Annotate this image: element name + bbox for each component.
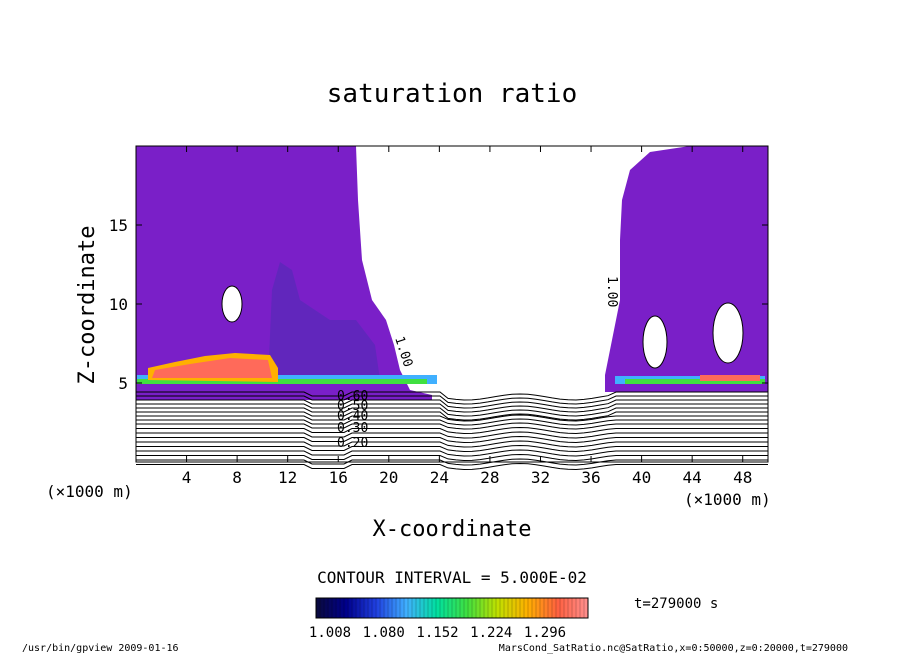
contour-line	[136, 391, 768, 401]
colorbar-tick-label: 1.008	[309, 625, 351, 641]
colorbar-tick-label: 1.296	[524, 625, 566, 641]
footer-left: /usr/bin/gpview 2009-01-16	[22, 643, 179, 654]
colorbar	[315, 597, 589, 619]
contour-line	[136, 440, 768, 448]
x-ticks: 4 8 12 16 20 24 28 32 36 40 44 48	[182, 146, 752, 487]
contour-label: 0.50	[337, 399, 368, 414]
colorbar-tick-label: 1.080	[363, 625, 405, 641]
z-unit-label: (×1000 m)	[46, 482, 133, 501]
contour-line	[136, 414, 768, 422]
x-tick-label: 32	[531, 468, 550, 487]
x-tick-label: 24	[430, 468, 449, 487]
x-tick-label: 44	[683, 468, 702, 487]
x-axis-label: X-coordinate	[373, 517, 532, 542]
colorbar-tick-label: 1.224	[470, 625, 512, 641]
x-tick-label: 48	[733, 468, 752, 487]
x-tick-label: 8	[232, 468, 242, 487]
contour-line	[136, 449, 768, 457]
band-green-right	[625, 379, 765, 384]
footer-right: MarsCond_SatRatio.nc@SatRatio,x=0:50000,…	[499, 643, 848, 654]
contour-line	[136, 435, 768, 444]
hot-core	[152, 358, 272, 378]
contour-line	[136, 418, 768, 426]
contour-label: 0.20	[337, 436, 368, 451]
contour-line	[136, 462, 768, 471]
time-label: t=279000 s	[634, 596, 718, 612]
contour-line	[136, 422, 768, 430]
contour-line	[136, 426, 768, 435]
contour-label: 0.30	[337, 421, 368, 436]
y-tick-label: 15	[109, 216, 128, 235]
x-unit-label: (×1000 m)	[684, 490, 771, 509]
contour-label: 0.60	[337, 389, 368, 404]
x-tick-label: 40	[632, 468, 651, 487]
y-ticks: 5 10 15	[109, 216, 768, 393]
y-axis-label: Z-coordinate	[75, 226, 100, 385]
contour-line	[136, 444, 768, 453]
contour-interval: CONTOUR INTERVAL = 5.000E-02	[317, 568, 587, 587]
x-tick-label: 28	[480, 468, 499, 487]
x-tick-label: 4	[182, 468, 192, 487]
x-tick-label: 12	[278, 468, 297, 487]
contour-line	[136, 458, 768, 466]
plot-area: 1.001.000.200.300.400.500.60	[135, 145, 769, 471]
hole	[221, 285, 243, 323]
contour-line	[136, 453, 768, 462]
contour-line	[136, 411, 768, 421]
hole	[642, 315, 668, 369]
colorbar-ticks: 1.008 1.080 1.152 1.224 1.296	[309, 625, 566, 641]
contour-label: 0.40	[337, 409, 368, 424]
band-hot-right	[700, 375, 760, 381]
band-green	[137, 379, 427, 384]
colorbar-gradient	[315, 597, 589, 619]
chart-title: saturation ratio	[327, 79, 577, 109]
x-tick-label: 36	[581, 468, 600, 487]
x-tick-label: 16	[329, 468, 348, 487]
contour-line	[136, 399, 768, 409]
y-tick-label: 10	[109, 295, 128, 314]
contour-label-right: 1.00	[604, 276, 619, 307]
hole	[712, 302, 744, 364]
core-region	[268, 262, 380, 380]
region-right	[605, 146, 768, 392]
contour-line	[136, 395, 768, 405]
contour-line	[136, 407, 768, 417]
colorbar-tick-label: 1.152	[416, 625, 458, 641]
y-tick-label: 5	[118, 374, 128, 393]
contour-line	[136, 403, 768, 413]
x-tick-label: 20	[379, 468, 398, 487]
contour-line	[136, 431, 768, 439]
